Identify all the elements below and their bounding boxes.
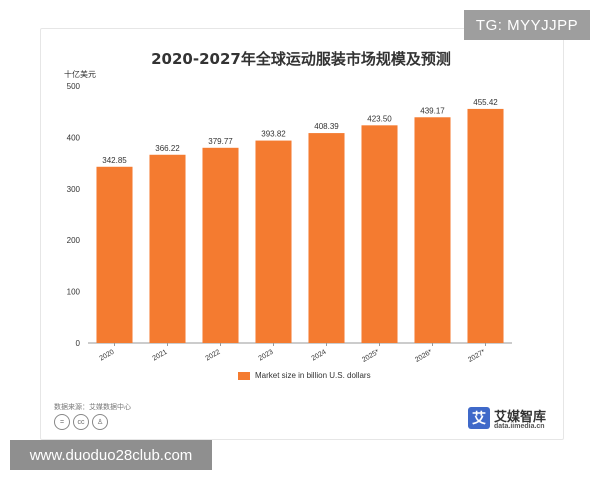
bar-value-label: 439.17	[420, 106, 445, 115]
y-tick-label: 100	[67, 288, 81, 297]
bar-value-label: 393.82	[261, 130, 286, 139]
x-tick-label: 2023	[258, 349, 275, 363]
bar-value-label: 455.42	[473, 98, 498, 107]
bar	[96, 166, 133, 343]
bar	[361, 125, 398, 343]
legend: Market size in billion U.S. dollars	[238, 371, 371, 380]
bar-value-label: 423.50	[367, 114, 392, 123]
chart-title: 2020-2027年全球运动服装市场规模及预测	[151, 50, 451, 68]
bar	[308, 133, 345, 343]
brand-logo-icon: 艾	[468, 407, 490, 429]
license-icons: = cc ♙	[54, 414, 108, 430]
bar	[467, 108, 504, 343]
bar	[202, 147, 239, 343]
x-tick-label: 2021	[152, 349, 169, 363]
bar-value-label: 379.77	[208, 137, 233, 146]
x-tick-label: 2027*	[467, 349, 487, 364]
bar-value-label: 408.39	[314, 122, 339, 131]
x-tick-label: 2022	[205, 349, 222, 363]
y-tick-label: 500	[67, 82, 81, 91]
y-tick-label: 300	[67, 185, 81, 194]
watermark-bottom: www.duoduo28club.com	[10, 440, 212, 470]
legend-label: Market size in billion U.S. dollars	[255, 371, 371, 380]
bar	[149, 154, 186, 343]
x-tick-label: 2026*	[414, 349, 434, 364]
y-tick-label: 0	[76, 339, 81, 348]
source-text: 数据来源：艾媒数据中心	[54, 403, 131, 411]
bar	[414, 117, 451, 343]
bar-value-label: 366.22	[155, 144, 180, 153]
y-tick-label: 200	[67, 236, 81, 245]
equals-icon: =	[54, 414, 70, 430]
legend-swatch	[238, 371, 250, 380]
y-axis-unit-label: 十亿美元	[64, 70, 96, 79]
x-tick-label: 2025*	[361, 349, 381, 364]
cc-icon: cc	[73, 414, 89, 430]
x-tick-label: 2020	[99, 349, 116, 363]
bar	[255, 140, 292, 343]
brand-url: data.iimedia.cn	[494, 423, 545, 430]
bar-value-label: 342.85	[102, 156, 127, 165]
brand-name: 艾媒智库	[494, 410, 547, 425]
y-tick-label: 400	[67, 133, 81, 142]
watermark-top: TG: MYYJJPP	[464, 10, 590, 40]
person-icon: ♙	[92, 414, 108, 430]
x-tick-label: 2024	[311, 349, 328, 363]
